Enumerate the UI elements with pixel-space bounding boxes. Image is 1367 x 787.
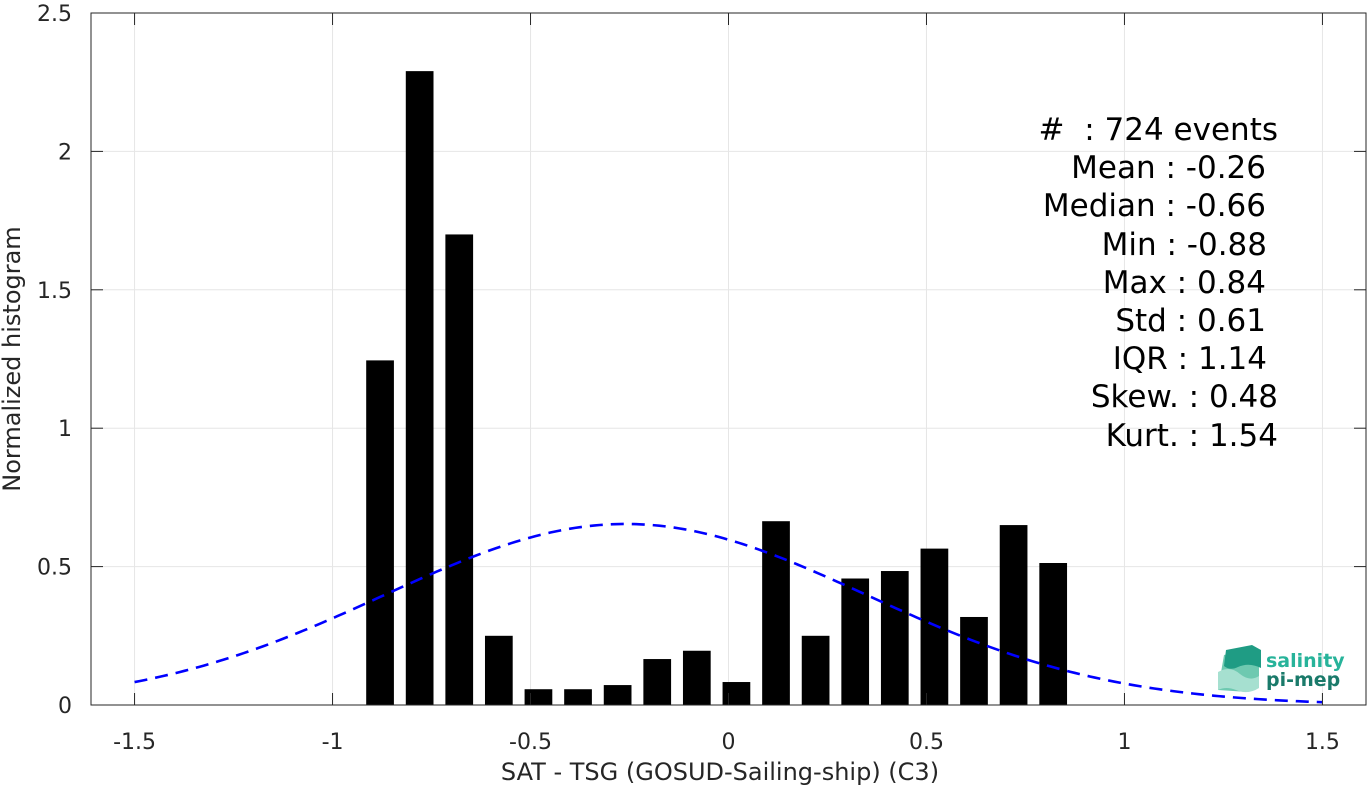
y-tick-label: 1 (58, 417, 72, 442)
y-tick-label: 1.5 (37, 279, 72, 304)
histogram-bar (999, 525, 1028, 705)
x-tick-label: -1 (322, 730, 344, 755)
stat-median: Median : -0.66 (1043, 188, 1266, 224)
salinity-pi-mep-logo: salinity pi-mep (1218, 645, 1345, 693)
histogram-bar (643, 659, 672, 705)
histogram-bars (366, 71, 1068, 706)
histogram-bar (801, 635, 830, 705)
stat-max: Max : 0.84 (1103, 265, 1266, 301)
x-tick-label: 0.5 (909, 730, 944, 755)
x-tick-label: 0 (722, 730, 736, 755)
y-tick-label: 2.5 (37, 2, 72, 27)
histogram-bar (484, 635, 513, 705)
y-tick-label: 0 (58, 694, 72, 719)
y-axis-label: Normalized histogram (0, 226, 26, 491)
histogram-bar (524, 689, 553, 705)
histogram-bar (841, 578, 870, 705)
histogram-bar (1039, 563, 1068, 705)
histogram-bar (960, 616, 988, 705)
histogram-bar (762, 521, 790, 705)
histogram-bar (445, 234, 474, 705)
x-tick-label: -0.5 (509, 730, 552, 755)
logo-waves-icon (1218, 645, 1261, 693)
histogram-bar (880, 571, 909, 705)
histogram-bar (722, 682, 751, 705)
stat-iqr: IQR : 1.14 (1113, 341, 1267, 377)
histogram-bar (920, 548, 949, 705)
x-tick-label: 1 (1117, 730, 1131, 755)
histogram-bar (682, 650, 711, 705)
y-tick-label: 0.5 (37, 556, 72, 581)
x-tick-label: 1.5 (1305, 730, 1340, 755)
y-tick-label: 2 (58, 140, 72, 165)
statistics-annotation: # : 724 events Mean : -0.26 Median : -0.… (1039, 112, 1278, 454)
stat-std: Std : 0.61 (1115, 303, 1266, 339)
stat-mean: Mean : -0.26 (1071, 150, 1266, 186)
histogram-bar (603, 685, 632, 705)
x-axis-label: SAT - TSG (GOSUD-Sailing-ship) (C3) (501, 758, 939, 786)
stat-skew: Skew. : 0.48 (1091, 379, 1278, 415)
stat-kurt: Kurt. : 1.54 (1106, 418, 1278, 454)
stat-min: Min : -0.88 (1102, 227, 1267, 263)
logo-text-pi-mep: pi-mep (1266, 669, 1340, 691)
logo-text-salinity: salinity (1266, 650, 1345, 672)
x-tick-label: -1.5 (113, 730, 156, 755)
histogram-bar (366, 360, 394, 705)
histogram-bar (405, 71, 434, 706)
stat-events: # : 724 events (1039, 112, 1278, 148)
axis-ticks (91, 12, 1366, 706)
x-tick-labels: -1.5 -1 -0.5 0 0.5 1 1.5 (113, 730, 1340, 755)
histogram-bar (564, 689, 592, 705)
y-tick-labels: 0 0.5 1 1.5 2 2.5 (37, 2, 72, 719)
